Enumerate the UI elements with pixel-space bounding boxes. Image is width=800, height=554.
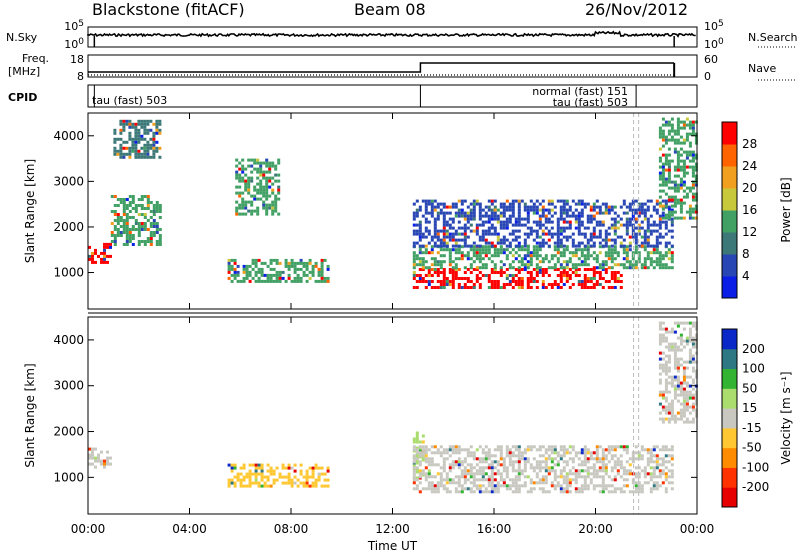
colorbar-tick-power-4: 20 (742, 181, 757, 195)
xtick-label-4: 16:00 (477, 522, 512, 536)
xtick-label-5: 20:00 (578, 522, 613, 536)
colorbar-tick-velocity-4: -15 (742, 421, 762, 435)
beam-title: Beam 08 (354, 0, 426, 19)
ytick-label-power-2: 3000 (53, 174, 84, 188)
colorbar-tick-velocity-1: 100 (742, 362, 765, 376)
nsky-tick-top: 105 (64, 19, 84, 33)
colorbar-swatch-power-3 (722, 210, 737, 233)
nsearch-label: N.Search (748, 31, 798, 44)
colorbar-swatch-velocity-0 (722, 487, 737, 508)
freq-label-2: [MHz] (8, 65, 40, 78)
ytick-label-velocity-0: 1000 (53, 470, 84, 484)
nave-tick-top: 60 (704, 53, 718, 66)
xtick-label-1: 04:00 (172, 522, 207, 536)
colorbar-swatch-velocity-5 (722, 388, 737, 409)
date-title: 26/Nov/2012 (585, 0, 689, 19)
rti-panel-power: 1000 2000 3000 4000 Slant Range [km] 4 8 12 16 20… (23, 112, 793, 310)
nsky-panel (87, 26, 698, 48)
colorbar-swatch-power-7 (722, 122, 737, 145)
freq-panel (87, 54, 698, 78)
xtick-label-2: 08:00 (274, 522, 309, 536)
colorbar-swatch-power-5 (722, 166, 737, 189)
colorbar-swatch-power-6 (722, 144, 737, 167)
colorbar-swatch-velocity-7 (722, 348, 737, 370)
colorbar-swatch-velocity-6 (722, 368, 737, 389)
ylabel-velocity: Slant Range [km] (23, 363, 37, 467)
colorbar-tick-power-2: 12 (742, 225, 757, 239)
cpid-mode-1: tau (fast) 503 (92, 94, 167, 107)
ylabel-power: Slant Range [km] (23, 159, 37, 263)
colorbar-swatch-velocity-8 (722, 329, 737, 350)
colorbar-tick-velocity-2: 50 (742, 381, 757, 395)
colorbar-label-power: Power [dB] (779, 177, 793, 242)
station-title: Blackstone (fitACF) (92, 0, 245, 19)
rti-panel-velocity: 1000 2000 3000 4000 Slant Range [km] 200 100 50… (23, 316, 793, 553)
cpid-panel (87, 84, 698, 108)
xtick-label-0: 00:00 (71, 522, 106, 536)
colorbar-frame-velocity (721, 328, 738, 508)
colorbar-tick-velocity-7: -200 (742, 480, 769, 494)
nsky-label: N.Sky (6, 31, 38, 44)
freq-tick-top: 18 (70, 53, 84, 66)
colorbar-tick-power-5: 24 (742, 159, 757, 173)
colorbar-tick-power-3: 16 (742, 203, 757, 217)
ytick-label-velocity-1: 2000 (53, 425, 84, 439)
nsky-tick-bottom: 100 (64, 37, 84, 51)
xtick-label-3: 12:00 (375, 522, 410, 536)
cpid-label: CPID (8, 91, 37, 104)
colorbar-tick-velocity-5: -50 (742, 441, 762, 455)
ytick-label-velocity-2: 3000 (53, 379, 84, 393)
freq-tick-bottom: 8 (77, 70, 84, 83)
colorbar-swatch-velocity-1 (722, 467, 737, 488)
colorbar-tick-power-6: 28 (742, 137, 757, 151)
colorbar-swatch-power-1 (722, 254, 737, 277)
nsky-trace (87, 30, 696, 38)
echo-cells-velocity (88, 321, 698, 494)
colorbar-swatch-velocity-4 (722, 408, 737, 429)
nsearch-tick-bottom: 100 (704, 37, 724, 51)
ytick-label-velocity-3: 4000 (53, 333, 84, 347)
freq-label-1: Freq. (22, 52, 49, 65)
xlabel: Time UT (367, 539, 418, 553)
nsearch-tick-top: 105 (704, 19, 724, 33)
colorbar-tick-power-1: 8 (742, 247, 750, 261)
echo-cells-power (88, 117, 698, 289)
ytick-label-power-1: 2000 (53, 220, 84, 234)
nave-tick-bottom: 0 (704, 70, 711, 83)
nave-label: Nave (748, 62, 776, 75)
colorbar-swatch-power-0 (722, 276, 737, 299)
colorbar-frame-power (721, 121, 738, 299)
cpid-mode-2: normal (fast) 151 (532, 85, 628, 98)
colorbar-swatch-power-2 (722, 232, 737, 255)
rti-bg-velocity (88, 317, 697, 514)
colorbar-velocity: 200 100 50 15 -15 -50 -100 -200 Velocity [m s⁻¹] (721, 328, 793, 508)
ytick-label-power-3: 4000 (53, 129, 84, 143)
colorbar-swatch-velocity-2 (722, 447, 737, 468)
colorbar-power: 4 8 12 16 20 24 28 Power [dB] (721, 121, 793, 299)
cpid-mode-3: tau (fast) 503 (553, 96, 628, 109)
ytick-label-power-0: 1000 (53, 266, 84, 280)
colorbar-label-velocity: Velocity [m s⁻¹] (779, 371, 793, 464)
colorbar-tick-velocity-6: -100 (742, 460, 769, 474)
colorbar-tick-velocity-0: 200 (742, 342, 765, 356)
freq-trace (88, 62, 675, 73)
colorbar-swatch-velocity-3 (722, 427, 737, 449)
colorbar-swatch-power-4 (722, 188, 737, 211)
xtick-label-6: 00:00 (680, 522, 715, 536)
colorbar-tick-velocity-3: 15 (742, 401, 757, 415)
colorbar-tick-power-0: 4 (742, 269, 750, 283)
